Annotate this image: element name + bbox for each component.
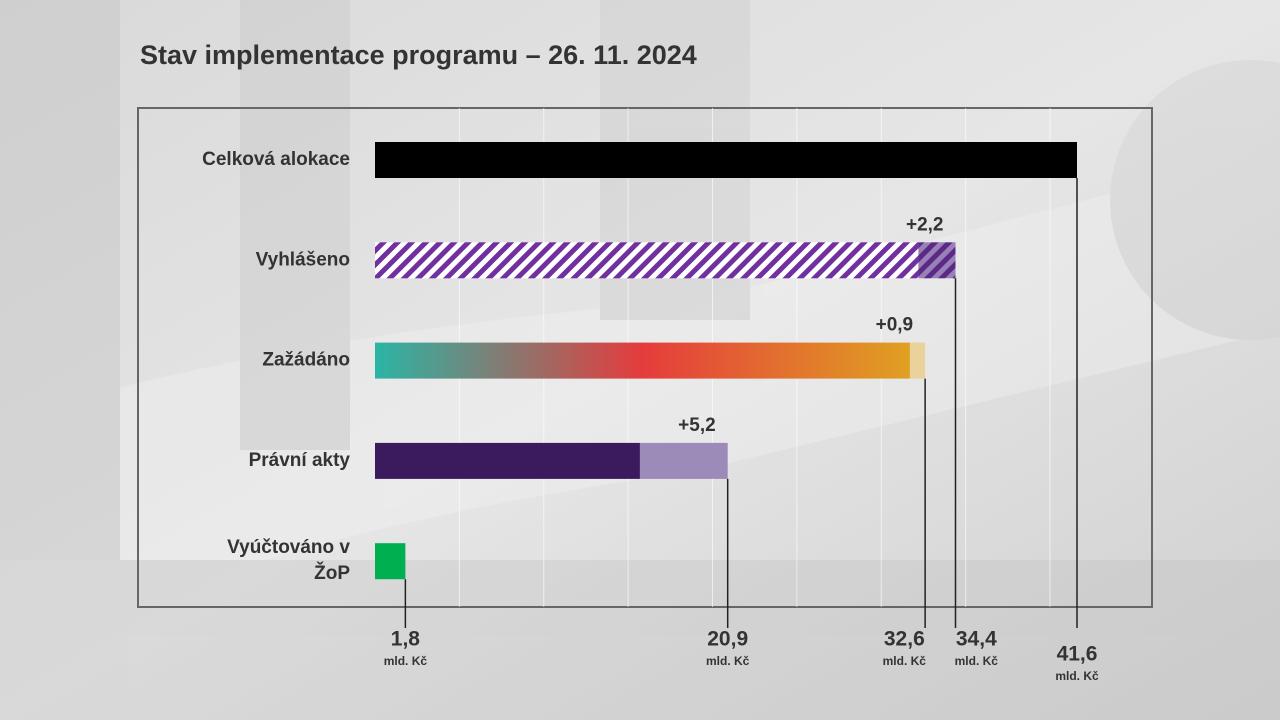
increment-label: +0,9 <box>876 315 914 336</box>
marker-value: 1,8 <box>391 628 421 651</box>
bar-segment <box>910 343 925 379</box>
bar-segment <box>375 142 1077 178</box>
slide: Stav implementace programu – 26. 11. 202… <box>0 0 1280 720</box>
marker-unit: mld. Kč <box>706 654 750 668</box>
bar-segment <box>375 343 910 379</box>
marker-unit: mld. Kč <box>883 654 927 668</box>
marker-value: 34,4 <box>956 628 997 651</box>
increment-label: +2,2 <box>906 214 944 235</box>
increment-label: +5,2 <box>678 415 716 436</box>
marker-value: 41,6 <box>1057 643 1098 666</box>
marker-unit: mld. Kč <box>384 654 428 668</box>
category-label: Zažádáno <box>262 350 350 371</box>
category-label: Celková alokace <box>202 149 350 170</box>
category-label: Vyhlášeno <box>256 249 350 270</box>
bar-segment <box>640 443 728 479</box>
marker-value: 20,9 <box>707 628 748 651</box>
bar-segment <box>918 242 955 278</box>
bar-segment <box>375 543 405 579</box>
chart-title: Stav implementace programu – 26. 11. 202… <box>140 40 697 70</box>
marker-value: 32,6 <box>884 628 925 651</box>
category-label: Právní akty <box>249 450 351 471</box>
bar-segment <box>375 242 918 278</box>
marker-unit: mld. Kč <box>955 654 999 668</box>
marker-unit: mld. Kč <box>1055 669 1099 683</box>
bar-segment <box>375 443 640 479</box>
